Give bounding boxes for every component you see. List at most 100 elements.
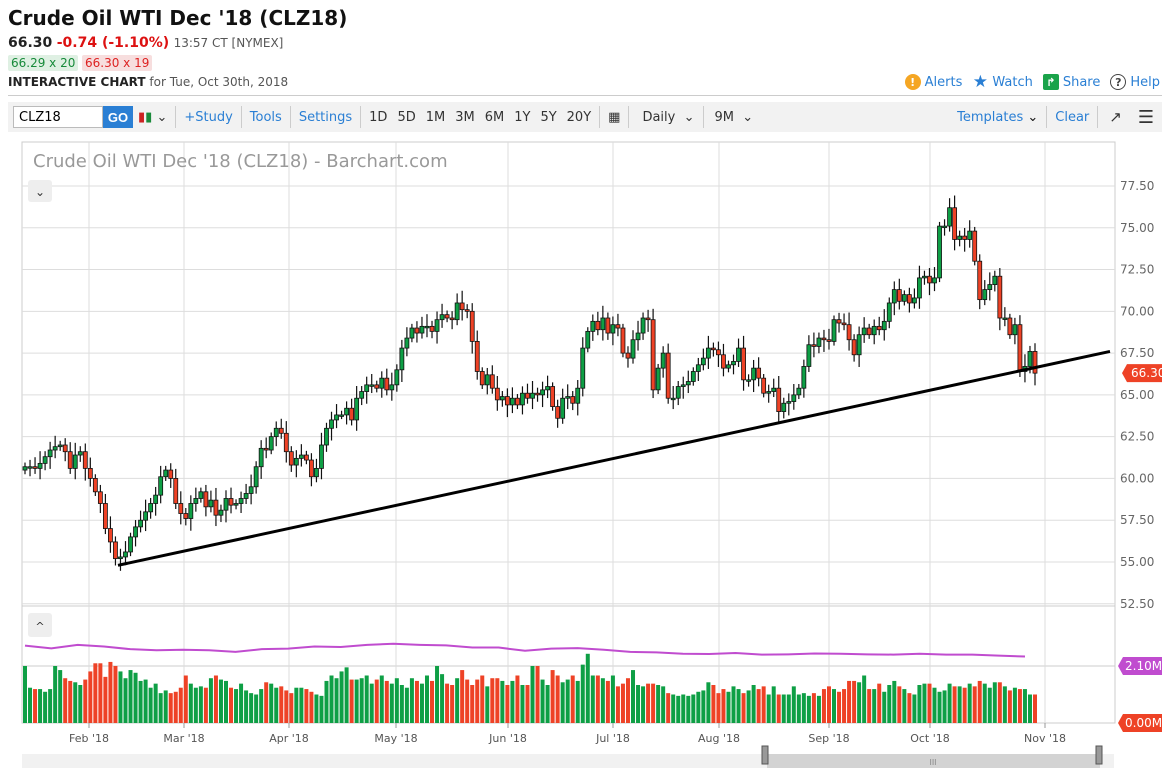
candle xyxy=(896,278,902,310)
volume-bar xyxy=(987,687,992,723)
volume-bar xyxy=(922,683,927,723)
help-link[interactable]: ? Help xyxy=(1110,74,1160,90)
period-1y[interactable]: 1Y xyxy=(514,109,531,125)
menu-icon[interactable]: ☰ xyxy=(1137,106,1154,128)
go-button[interactable]: GO xyxy=(103,106,133,128)
calendar-icon[interactable]: ▦ xyxy=(608,109,621,125)
volume-bar xyxy=(610,675,615,723)
y-tick-label: 65.00 xyxy=(1120,388,1154,402)
trendline[interactable] xyxy=(117,349,1111,567)
scrollbar[interactable]: III xyxy=(22,745,1114,768)
candle xyxy=(469,303,475,354)
interval-dropdown[interactable]: Daily ⌄ xyxy=(642,109,695,125)
volume-bar xyxy=(440,674,445,723)
volume-bar xyxy=(967,683,972,723)
candle xyxy=(82,443,88,481)
candle xyxy=(650,308,656,399)
volume-bar xyxy=(1002,686,1007,723)
volume-bar xyxy=(148,687,153,723)
clear-button[interactable]: Clear xyxy=(1055,109,1090,125)
volume-bar xyxy=(113,666,118,723)
volume-bar xyxy=(88,671,93,723)
candle xyxy=(901,290,907,306)
alerts-link[interactable]: ! Alerts xyxy=(904,74,962,90)
candle xyxy=(695,357,701,382)
volume-bar xyxy=(852,680,857,723)
candle xyxy=(344,401,349,425)
volume-bar xyxy=(279,686,284,723)
candle xyxy=(625,346,631,368)
period-6m[interactable]: 6M xyxy=(484,109,505,125)
templates-dropdown[interactable]: Templates ⌄ xyxy=(957,109,1039,125)
period-1d[interactable]: 1D xyxy=(369,109,388,125)
volume-bar xyxy=(857,682,862,723)
candle xyxy=(776,375,782,423)
volume-bar xyxy=(746,690,751,723)
scroll-grip: III xyxy=(929,758,936,767)
candle xyxy=(535,387,540,402)
range-dropdown[interactable]: 9M ⌄ xyxy=(714,109,754,125)
scrollbar-thumb[interactable] xyxy=(767,754,1100,768)
candle xyxy=(665,343,671,404)
chart-type-dropdown[interactable]: ▮▮ ⌄ xyxy=(133,110,172,125)
period-20y[interactable]: 20Y xyxy=(566,109,592,125)
candle xyxy=(540,381,545,408)
volume-tick-label: 2.10M xyxy=(1125,659,1162,673)
candle xyxy=(173,468,179,510)
volume-bar xyxy=(570,675,575,723)
x-tick-label: Jul '18 xyxy=(595,732,630,745)
watch-link[interactable]: ★ Watch xyxy=(972,72,1033,92)
candle xyxy=(409,323,415,343)
study-button[interactable]: +Study xyxy=(184,109,233,125)
candle xyxy=(992,270,998,292)
collapse-volume-button[interactable]: ^ xyxy=(28,613,52,637)
period-3m[interactable]: 3M xyxy=(455,109,475,125)
volume-bar xyxy=(832,689,837,723)
candle xyxy=(479,367,485,390)
expand-icon[interactable]: ↗ xyxy=(1109,108,1122,126)
divider xyxy=(1046,106,1048,128)
candle xyxy=(831,315,837,346)
volume-bar xyxy=(872,689,877,723)
volume-bar xyxy=(545,685,550,723)
volume-bar xyxy=(555,675,560,723)
candle xyxy=(947,198,952,232)
tools-button[interactable]: Tools xyxy=(249,109,282,125)
candle xyxy=(560,388,566,424)
volume-bar xyxy=(887,685,892,723)
candle xyxy=(761,373,767,398)
volume-bar xyxy=(540,679,545,723)
price-change: -0.74 (-1.10%) xyxy=(56,35,170,51)
candle xyxy=(52,435,58,459)
volume-bar xyxy=(590,675,595,723)
volume-bar xyxy=(319,695,324,723)
candle xyxy=(258,440,264,479)
candle xyxy=(77,446,83,462)
candle xyxy=(731,354,736,375)
volume-bar xyxy=(1027,694,1032,723)
symbol-input[interactable] xyxy=(13,106,103,128)
volume-bar xyxy=(821,689,826,723)
candle xyxy=(881,309,887,341)
volume-bar xyxy=(520,685,525,723)
volume-bar xyxy=(158,693,163,723)
page-title: Crude Oil WTI Dec '18 (CLZ18) xyxy=(8,6,348,30)
share-link[interactable]: ↱ Share xyxy=(1042,74,1100,90)
candle xyxy=(736,338,741,367)
volume-bar xyxy=(867,689,872,723)
collapse-price-button[interactable]: ⌄ xyxy=(28,180,52,202)
candle xyxy=(942,219,947,236)
period-5y[interactable]: 5Y xyxy=(540,109,557,125)
y-tick-label: 72.50 xyxy=(1120,263,1154,277)
scroll-handle-left[interactable] xyxy=(761,745,769,765)
period-5d[interactable]: 5D xyxy=(397,109,416,125)
candle xyxy=(751,359,757,393)
settings-button[interactable]: Settings xyxy=(298,109,353,125)
candle xyxy=(389,372,395,401)
candle xyxy=(248,474,254,505)
divider xyxy=(599,106,601,128)
candle xyxy=(188,495,194,531)
volume-bar xyxy=(957,686,962,723)
scroll-handle-right[interactable] xyxy=(1095,745,1103,765)
period-1m[interactable]: 1M xyxy=(425,109,446,125)
